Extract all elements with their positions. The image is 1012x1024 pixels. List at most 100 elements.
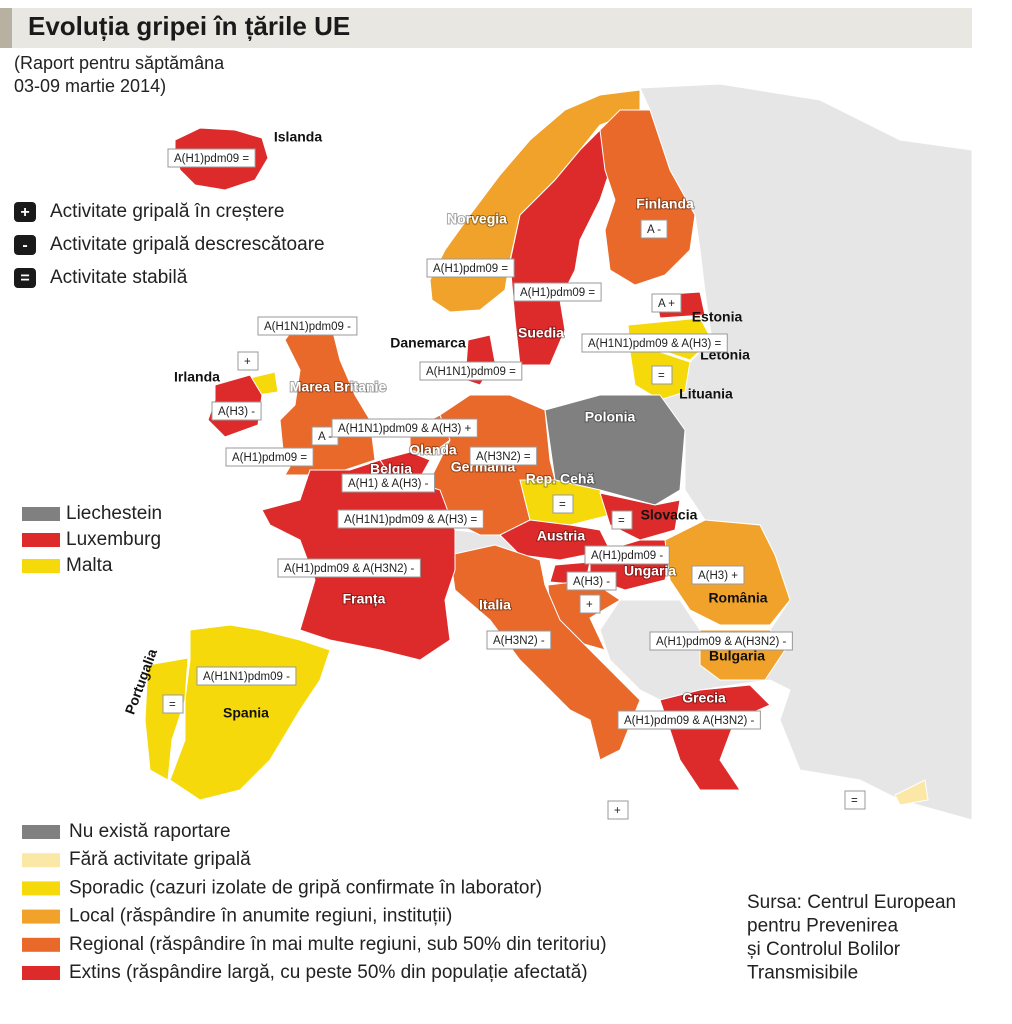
intensity-label: Fără activitate gripală	[69, 849, 251, 870]
title: Evoluția gripei în țările UE	[28, 11, 350, 41]
virus-tag: A(H1)pdm09 =	[433, 263, 508, 275]
country-name: România	[708, 590, 767, 606]
virus-tag-box	[341, 473, 436, 493]
virus-tag-box	[426, 258, 515, 278]
country-name: Austria	[537, 528, 585, 544]
country-name: Franța	[343, 591, 386, 607]
virus-tag-box	[331, 418, 478, 438]
country-name: Islanda	[274, 129, 322, 145]
virus-tag: =	[559, 499, 566, 511]
virus-tag-box	[566, 571, 617, 591]
country-name: Finlanda	[636, 196, 694, 212]
virus-tag-box	[237, 351, 259, 371]
country-name: Slovacia	[641, 507, 698, 523]
intensity-label: Sporadic (cazuri izolate de gripă confir…	[69, 877, 542, 898]
virus-tag-box	[617, 710, 761, 730]
small-state-swatch	[22, 533, 60, 547]
virus-tag: A(H3N2) =	[476, 451, 531, 463]
virus-tag-box	[584, 545, 670, 565]
virus-tag-box	[649, 631, 793, 651]
country-shape	[509, 129, 611, 366]
intensity-label: Regional (răspândire în mai multe regiun…	[69, 934, 607, 955]
trend-symbol: -	[22, 237, 27, 254]
virus-tag-box	[651, 365, 673, 385]
trend-label: Activitate gripală în creștere	[50, 201, 284, 222]
trend-symbol: =	[20, 270, 29, 287]
small-state-name: Luxemburg	[66, 529, 161, 550]
country-name: Belgia	[370, 461, 412, 477]
virus-tag: A(H3) -	[218, 406, 255, 418]
virus-tag: A(H1)pdm09 =	[174, 153, 249, 165]
virus-tag: A -	[647, 224, 661, 236]
virus-tag-box	[581, 333, 728, 353]
virus-tag: A +	[658, 298, 675, 310]
virus-tag: =	[618, 515, 625, 527]
country-name: Olanda	[409, 442, 457, 458]
country-shape	[144, 657, 189, 781]
virus-tag-box	[257, 316, 358, 336]
country-name: Danemarca	[390, 335, 466, 351]
region-shape	[894, 779, 929, 806]
trend-icon	[14, 268, 36, 288]
virus-tag: =	[169, 699, 176, 711]
intensity-swatch	[22, 825, 60, 839]
source-line: Transmisibile	[747, 963, 858, 984]
intensity-swatch	[22, 853, 60, 868]
country-name: Bulgaria	[709, 648, 765, 664]
virus-tag: A(H1) & A(H3) -	[348, 478, 429, 490]
virus-tag: A(H1)pdm09 =	[520, 287, 595, 299]
small-state-swatch	[22, 507, 60, 521]
country-name: Polonia	[585, 409, 636, 425]
virus-tag-box	[167, 148, 256, 168]
virus-tag-box	[337, 509, 484, 529]
virus-tag: A -	[318, 431, 332, 443]
country-name: Suedia	[518, 325, 564, 341]
virus-tag-box	[162, 694, 184, 714]
virus-tag: A(H3) -	[573, 576, 610, 588]
virus-tag: +	[614, 805, 621, 817]
virus-tag-box	[640, 219, 668, 239]
source-line: pentru Prevenirea	[747, 916, 898, 937]
virus-tag: A(H1)pdm09 =	[232, 452, 307, 464]
intensity-swatch	[22, 909, 60, 924]
trend-icon	[14, 235, 36, 255]
subtitle: 03-09 martie 2014)	[14, 76, 166, 96]
virus-tag: A(H1)pdm09 -	[591, 550, 663, 562]
country-name: Spania	[223, 705, 269, 721]
source-line: și Controlul Bolilor	[747, 939, 901, 960]
virus-tag-box	[607, 800, 629, 820]
title-bar	[0, 8, 972, 48]
country-name: Estonia	[692, 309, 743, 325]
virus-tag: A(H3N2) -	[493, 635, 545, 647]
virus-tag-box	[486, 630, 552, 650]
virus-tag: A(H1N1)pdm09 & A(H3) +	[338, 423, 472, 435]
country-shape	[599, 109, 696, 286]
country-name: Ungaria	[624, 563, 676, 579]
trend-symbol: +	[20, 204, 29, 221]
virus-tag-box	[552, 494, 574, 514]
virus-tag-box	[579, 594, 601, 614]
virus-tag: +	[244, 356, 251, 368]
source-line: Sursa: Centrul European	[747, 892, 956, 913]
country-name: Norvegia	[447, 211, 507, 227]
virus-tag: A(H1N1)pdm09 & A(H3) =	[344, 514, 478, 526]
virus-tag: A(H3) +	[698, 570, 738, 582]
subtitle: (Raport pentru săptămâna	[14, 53, 225, 73]
intensity-swatch	[22, 966, 60, 980]
virus-tag-box	[513, 282, 602, 302]
trend-label: Activitate gripală descrescătoare	[50, 234, 325, 255]
trend-icon	[14, 202, 36, 222]
country-name: Marea Britanie	[290, 379, 387, 395]
virus-tag-box	[469, 446, 538, 466]
virus-tag-box	[844, 790, 866, 810]
virus-tag: +	[586, 599, 593, 611]
virus-tag-box	[196, 666, 297, 686]
virus-tag: A(H1)pdm09 & A(H3N2) -	[624, 715, 755, 727]
virus-tag: A(H1N1)pdm09 -	[203, 671, 290, 683]
country-name: Rep. Cehă	[526, 471, 595, 487]
country-name: Irlanda	[174, 369, 220, 385]
intensity-label: Nu există raportare	[69, 821, 231, 842]
country-name: Italia	[479, 597, 511, 613]
title-accent	[0, 8, 12, 48]
virus-tag-box	[419, 361, 523, 381]
